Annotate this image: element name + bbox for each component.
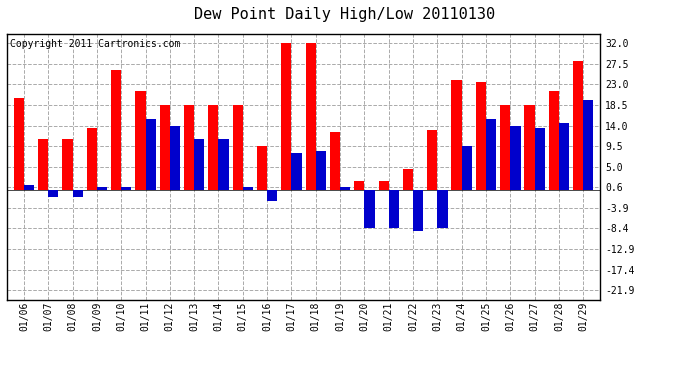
Bar [233, 105, 243, 190]
Bar [184, 105, 194, 190]
Bar [511, 126, 520, 190]
Bar [583, 100, 593, 190]
Bar [437, 190, 448, 228]
Bar [462, 146, 472, 190]
Bar [340, 187, 351, 190]
Bar [316, 151, 326, 190]
Bar [330, 132, 340, 190]
Bar [282, 43, 291, 190]
Bar [451, 80, 462, 190]
Bar [364, 190, 375, 228]
Bar [24, 185, 34, 190]
Bar [413, 190, 423, 231]
Bar [97, 187, 107, 190]
Bar [306, 43, 316, 190]
Bar [135, 91, 146, 190]
Bar [486, 118, 496, 190]
Bar [38, 140, 48, 190]
Bar [500, 105, 511, 190]
Bar [354, 181, 364, 190]
Text: Dew Point Daily High/Low 20110130: Dew Point Daily High/Low 20110130 [195, 8, 495, 22]
Bar [257, 146, 267, 190]
Bar [72, 190, 83, 197]
Bar [267, 190, 277, 201]
Bar [48, 190, 59, 197]
Text: Copyright 2011 Cartronics.com: Copyright 2011 Cartronics.com [10, 39, 180, 49]
Bar [427, 130, 437, 190]
Bar [243, 187, 253, 190]
Bar [379, 181, 388, 190]
Bar [208, 105, 219, 190]
Bar [573, 61, 583, 190]
Bar [87, 128, 97, 190]
Bar [111, 70, 121, 190]
Bar [476, 82, 486, 190]
Bar [291, 153, 302, 190]
Bar [194, 140, 204, 190]
Bar [170, 126, 180, 190]
Bar [559, 123, 569, 190]
Bar [159, 105, 170, 190]
Bar [403, 169, 413, 190]
Bar [121, 187, 131, 190]
Bar [219, 140, 228, 190]
Bar [535, 128, 545, 190]
Bar [524, 105, 535, 190]
Bar [388, 190, 399, 228]
Bar [146, 118, 156, 190]
Bar [14, 98, 24, 190]
Bar [62, 140, 72, 190]
Bar [549, 91, 559, 190]
